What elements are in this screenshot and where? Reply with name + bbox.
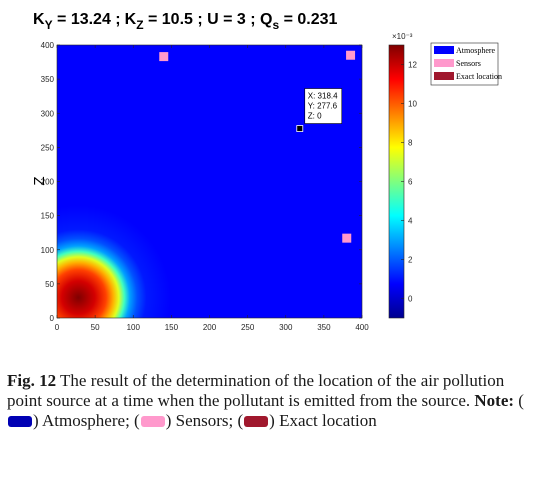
heatmap-chart: KY = 13.24 ; KZ = 10.5 ; U = 3 ; Qs = 0.2…: [31, 11, 502, 340]
x-tick-label: 50: [91, 323, 100, 332]
caption-swatch-sensors: [140, 416, 165, 427]
caption-item1-close: ) Atmosphere; (: [33, 411, 140, 430]
colorbar-tick-label: 4: [408, 217, 413, 226]
sensor-marker: [342, 233, 352, 243]
figure-caption: Fig. 12 The result of the determination …: [7, 371, 539, 431]
legend-swatch: [434, 59, 454, 67]
caption-note-label: Note:: [474, 391, 515, 410]
markers: X: 318.4Y: 277.6Z: 0: [159, 50, 356, 243]
legend-label: Sensors: [456, 59, 481, 68]
datatip-box: [304, 88, 343, 124]
y-tick-label: 0: [50, 314, 55, 323]
caption-item2-close: ) Sensors; (: [165, 411, 244, 430]
colorbar-tick-label: 0: [408, 295, 413, 304]
caption-swatch-atmosphere: [8, 416, 32, 427]
caption-swatch-exact-location: [244, 416, 269, 427]
legend: Atmosphere Sensors Exact location: [430, 42, 502, 86]
x-tick-label: 0: [55, 323, 60, 332]
colorbar: 0 2 4 6 8 10 12 ×10⁻³: [388, 32, 417, 319]
colorbar-tick-label: 6: [408, 178, 413, 187]
y-tick-label: 150: [41, 212, 55, 221]
x-tick-label: 100: [127, 323, 141, 332]
axes: 0 50 100 150 200 250 300 350 400 0 50 100 150 200 250 3…: [41, 41, 370, 332]
caption-item1-open: (: [514, 391, 524, 410]
legend-swatch: [434, 72, 454, 80]
pollutant-plume: [57, 205, 171, 318]
x-tick-label: 350: [317, 323, 331, 332]
x-tick-label: 400: [355, 323, 369, 332]
colorbar-tick-label: 12: [408, 61, 417, 70]
y-axis-label: Z: [31, 176, 48, 185]
caption-text: The result of the determination of the l…: [7, 371, 505, 410]
datatip-line: X: 318.4: [308, 92, 338, 101]
datatip-line: Z: 0: [308, 112, 322, 121]
colorbar-tick-label: 8: [408, 139, 413, 148]
x-tick-label: 200: [203, 323, 217, 332]
x-axis-label: Y: [205, 339, 215, 340]
x-tick-label: 250: [241, 323, 255, 332]
colorbar-tick-label: 10: [408, 100, 417, 109]
chart-title: KY = 13.24 ; KZ = 10.5 ; U = 3 ; Qs = 0.2…: [33, 11, 338, 32]
colorbar-exponent: ×10⁻³: [392, 32, 413, 41]
datatip-line: Y: 277.6: [308, 102, 338, 111]
y-tick-label: 300: [41, 109, 55, 118]
colorbar-tick-label: 2: [408, 256, 413, 265]
y-tick-label: 100: [41, 246, 55, 255]
legend-label: Atmosphere: [456, 46, 496, 55]
figure-area: KY = 13.24 ; KZ = 10.5 ; U = 3 ; Qs = 0.2…: [31, 11, 502, 340]
y-tick-label: 200: [41, 178, 55, 187]
x-tick-label: 300: [279, 323, 293, 332]
y-tick-label: 400: [41, 41, 55, 50]
caption-item3-close: ) Exact location: [269, 411, 377, 430]
x-tick-label: 150: [165, 323, 179, 332]
y-tick-label: 50: [45, 280, 54, 289]
caption-figure-label: Fig. 12: [7, 371, 57, 390]
y-tick-label: 250: [41, 143, 55, 152]
exact-location-marker: [296, 125, 304, 132]
sensor-marker: [159, 52, 169, 62]
legend-swatch: [434, 46, 454, 54]
sensor-marker: [346, 50, 356, 60]
legend-label: Exact location: [456, 72, 502, 81]
y-tick-label: 350: [41, 75, 55, 84]
